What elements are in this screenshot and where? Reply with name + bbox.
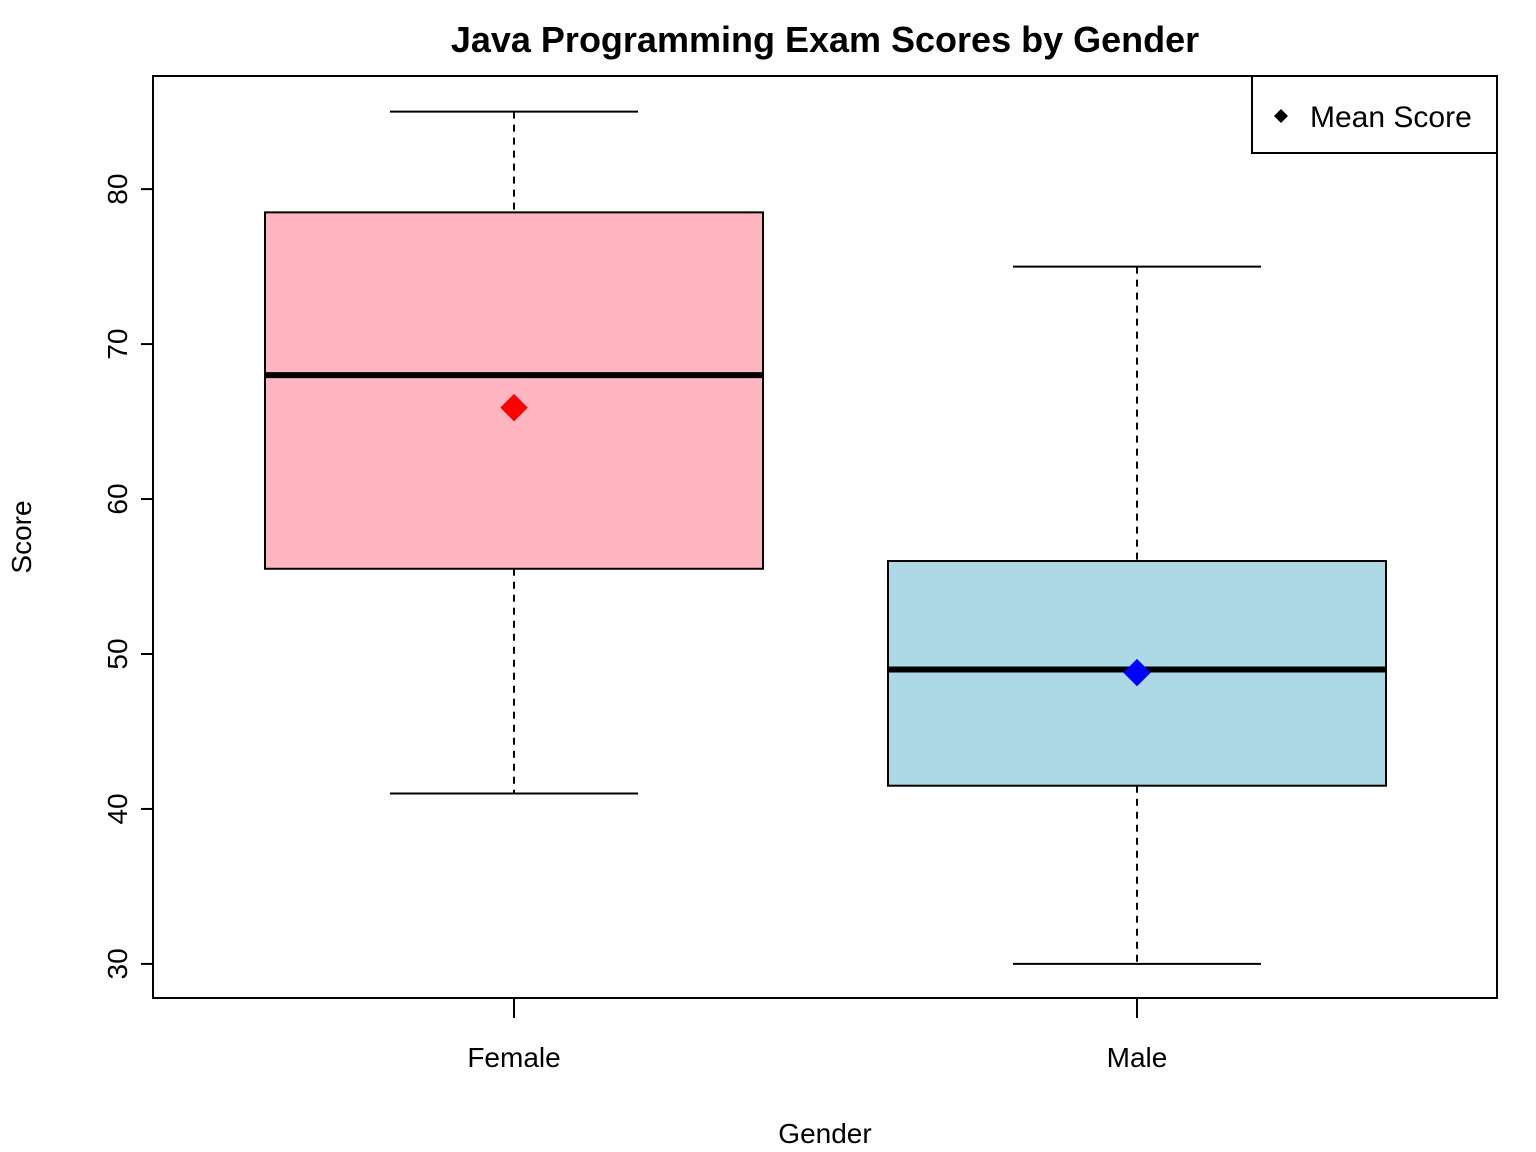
chart-title: Java Programming Exam Scores by Gender bbox=[451, 19, 1199, 60]
y-tick-label: 50 bbox=[102, 638, 133, 669]
y-tick-label: 60 bbox=[102, 483, 133, 514]
legend-diamond-icon bbox=[1274, 109, 1288, 123]
plot-area: 30 40 50 60 70 80 Female Male bbox=[102, 75, 1498, 1073]
mean-marker bbox=[500, 393, 528, 422]
iqr-box bbox=[264, 211, 764, 570]
x-tick-label: Male bbox=[1107, 1042, 1168, 1073]
plot-frame bbox=[152, 75, 1498, 999]
y-tick-label: 40 bbox=[102, 793, 133, 824]
legend-box bbox=[1251, 75, 1498, 154]
x-tick-label: Female bbox=[467, 1042, 560, 1073]
box-male bbox=[887, 265, 1387, 965]
x-axis-label: Gender bbox=[778, 1118, 871, 1149]
y-axis-label: Score bbox=[6, 500, 37, 573]
y-tick-label: 30 bbox=[102, 948, 133, 979]
legend: Mean Score bbox=[1251, 75, 1498, 154]
mean-marker bbox=[1123, 658, 1151, 687]
y-tick-label: 70 bbox=[102, 328, 133, 359]
y-tick-label: 80 bbox=[102, 174, 133, 205]
box-female bbox=[264, 110, 764, 795]
legend-label: Mean Score bbox=[1310, 101, 1472, 134]
